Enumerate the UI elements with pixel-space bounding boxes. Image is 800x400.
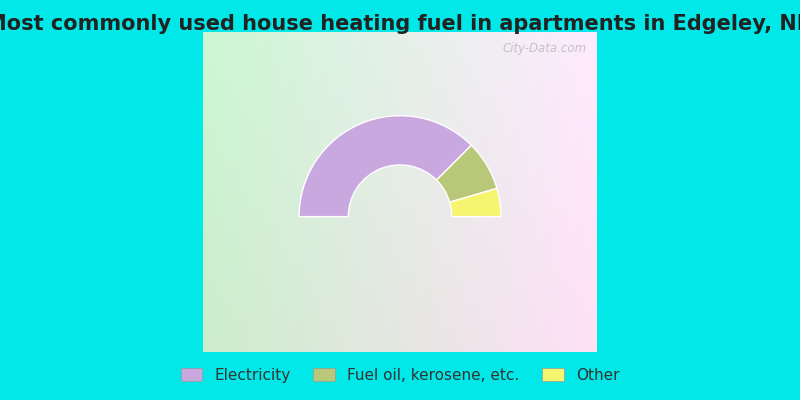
Text: City-Data.com: City-Data.com xyxy=(503,42,587,55)
Legend: Electricity, Fuel oil, kerosene, etc., Other: Electricity, Fuel oil, kerosene, etc., O… xyxy=(173,360,627,390)
Text: Most commonly used house heating fuel in apartments in Edgeley, ND: Most commonly used house heating fuel in… xyxy=(0,14,800,34)
Wedge shape xyxy=(299,116,471,217)
Wedge shape xyxy=(450,188,501,217)
Wedge shape xyxy=(437,145,497,202)
